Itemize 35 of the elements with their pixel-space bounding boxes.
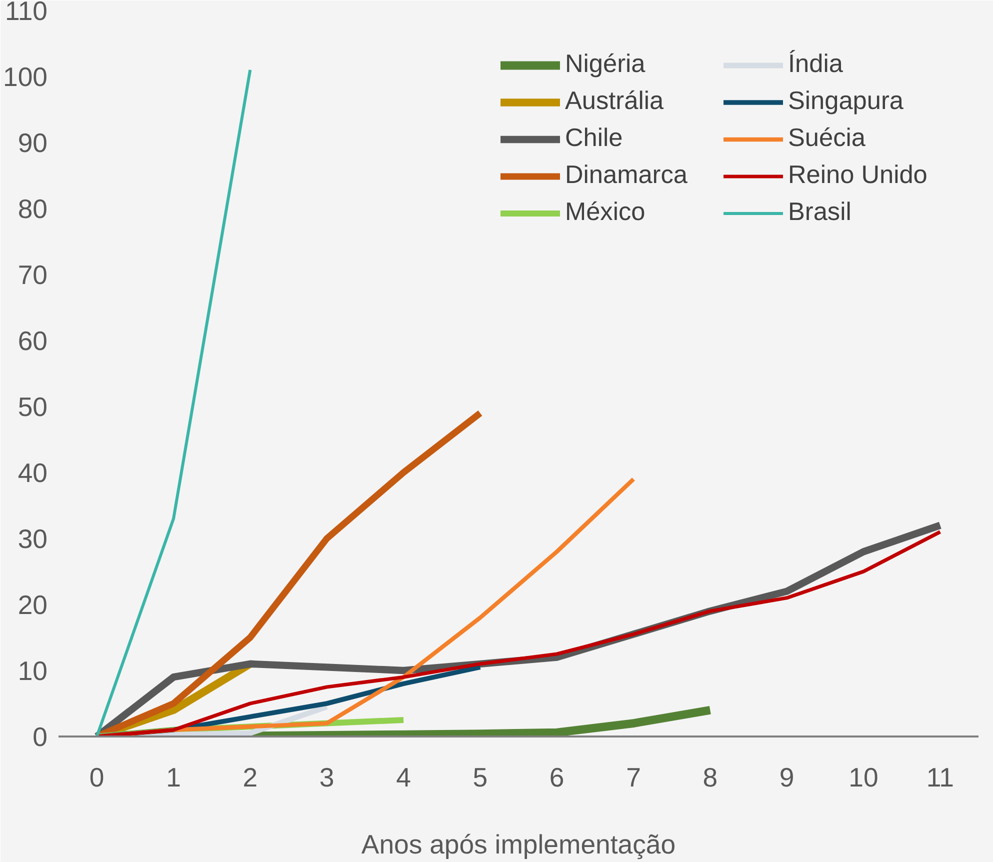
x-axis-title: Anos após implementação	[361, 830, 676, 860]
x-tick-label: 5	[472, 762, 488, 792]
x-tick-label: 1	[166, 762, 181, 792]
legend-label: Singapura	[788, 87, 904, 116]
legend-label: Brasil	[788, 198, 852, 227]
y-tick-label: 80	[18, 194, 48, 224]
x-tick-label: 10	[848, 762, 878, 792]
y-tick-label: 50	[18, 392, 48, 422]
y-tick-label: 40	[18, 458, 48, 488]
y-tick-label: 70	[18, 260, 48, 290]
y-tick-label: 90	[18, 128, 48, 158]
x-tick-label: 9	[779, 762, 794, 792]
legend-label: Chile	[565, 124, 624, 153]
y-tick-label: 60	[18, 326, 48, 356]
y-tick-label: 110	[5, 0, 48, 26]
legend-label: Austrália	[565, 87, 665, 116]
legend-label: Nigéria	[565, 50, 646, 79]
y-tick-label: 30	[18, 524, 48, 554]
x-tick-label: 7	[626, 762, 641, 792]
x-tick-label: 11	[926, 762, 954, 792]
legend-label: México	[565, 198, 646, 227]
y-tick-label: 100	[3, 62, 48, 92]
legend-label: Dinamarca	[565, 161, 688, 190]
x-tick-label: 4	[396, 762, 412, 792]
y-tick-label: 0	[32, 722, 48, 752]
x-tick-label: 3	[319, 762, 334, 792]
x-tick-label: 2	[242, 762, 258, 792]
legend-label: Índia	[788, 50, 844, 79]
y-tick-label: 20	[18, 590, 48, 620]
x-tick-label: 8	[702, 762, 718, 792]
y-tick-label: 10	[18, 656, 48, 686]
legend-label: Reino Unido	[788, 161, 928, 190]
x-tick-label: 0	[89, 762, 104, 792]
x-tick-label: 6	[549, 762, 564, 792]
legend-label: Suécia	[788, 124, 866, 153]
